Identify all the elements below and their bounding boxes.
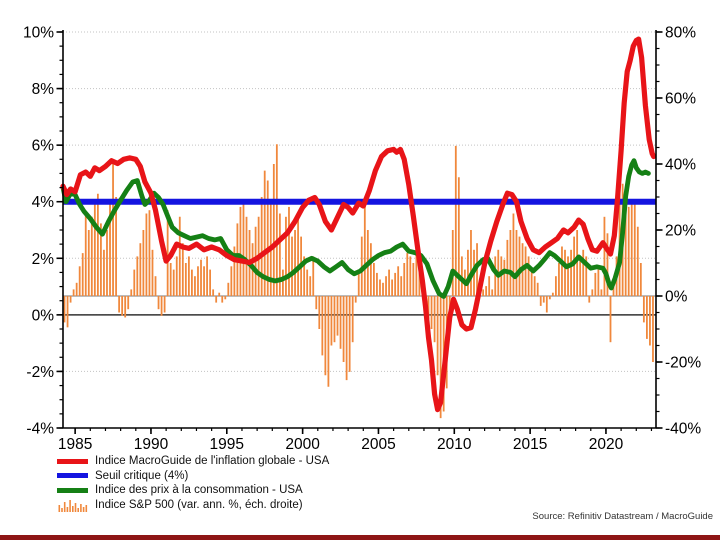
- x-tick-label: 1985: [58, 436, 92, 453]
- y-left-tick-label: 2%: [32, 251, 55, 268]
- green-line-swatch: [57, 487, 88, 493]
- sp500-bars-swatch: [57, 499, 88, 512]
- x-tick-label: 2015: [513, 436, 547, 453]
- y-left-tick-label: 8%: [32, 81, 55, 98]
- y-left-tick-label: 4%: [32, 194, 55, 211]
- y-right-axis: 80% 60% 40% 20% 0% -20% -40%: [656, 25, 701, 438]
- y-left-tick-label: 10%: [23, 25, 54, 42]
- y-right-tick-label: 0%: [665, 289, 688, 306]
- y-left-tick-label: 6%: [32, 138, 55, 155]
- x-tick-label: 2010: [437, 436, 472, 453]
- y-right-tick-label: 20%: [665, 223, 696, 240]
- axes: [62, 30, 657, 429]
- y-left-tick-label: -2%: [26, 364, 54, 381]
- x-tick-label: 2000: [285, 436, 320, 453]
- chart-legend: Indice MacroGuide de l'inflation globale…: [57, 454, 329, 512]
- y-left-axis: 10% 8% 6% 4% 2% 0% -2% -4%: [23, 25, 63, 438]
- legend-label-inflation: Indice MacroGuide de l'inflation globale…: [95, 455, 330, 468]
- blue-line-swatch: [57, 473, 88, 479]
- cpi-line: [60, 158, 651, 299]
- inflation-line: [60, 36, 657, 413]
- x-tick-label: 1995: [210, 436, 244, 453]
- footer-strip: [0, 535, 720, 540]
- sp500-bars: [63, 144, 654, 419]
- x-axis: 1985 1990 1995 2000 2005 2010 2015 2020: [58, 428, 653, 453]
- source-note: Source: Refinitiv Datastream / MacroGuid…: [532, 511, 713, 522]
- y-right-tick-label: 40%: [665, 157, 696, 174]
- y-right-tick-label: -20%: [665, 355, 701, 372]
- red-line-swatch: [57, 458, 88, 464]
- y-left-tick-label: -4%: [26, 421, 54, 438]
- y-right-tick-label: 80%: [665, 25, 696, 42]
- x-tick-label: 1990: [134, 436, 169, 453]
- legend-item-inflation: Indice MacroGuide de l'inflation globale…: [57, 454, 329, 469]
- legend-label-sp500: Indice S&P 500 (var. ann. %, éch. droite…: [95, 499, 303, 512]
- legend-item-cpi: Indice des prix à la consommation - USA: [57, 483, 329, 498]
- x-tick-label: 2005: [361, 436, 395, 453]
- y-right-tick-label: 60%: [665, 91, 696, 108]
- legend-label-threshold: Seuil critique (4%): [95, 469, 189, 482]
- y-right-tick-label: -40%: [665, 421, 701, 438]
- legend-label-cpi: Indice des prix à la consommation - USA: [95, 484, 303, 497]
- y-left-tick-label: 0%: [32, 307, 55, 324]
- legend-item-sp500: Indice S&P 500 (var. ann. %, éch. droite…: [57, 498, 329, 513]
- legend-item-threshold: Seuil critique (4%): [57, 469, 329, 484]
- x-tick-label: 2020: [589, 436, 624, 453]
